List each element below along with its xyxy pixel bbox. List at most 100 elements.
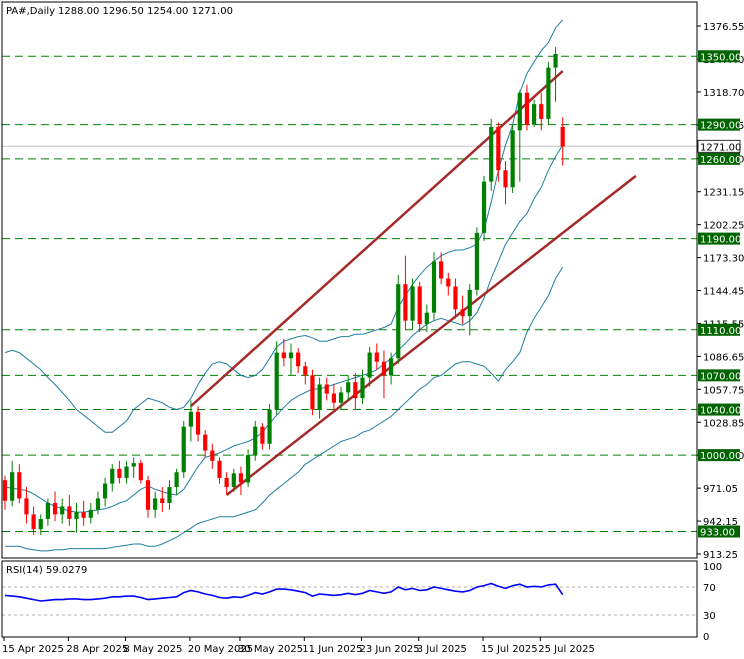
- level-label-box: [698, 50, 740, 63]
- candle-body: [24, 498, 29, 515]
- candle-body: [503, 170, 508, 188]
- candle-body: [481, 181, 487, 233]
- candle-body: [67, 506, 72, 519]
- x-axis-tick-label: 11 Jun 2025: [302, 644, 362, 655]
- current-price-label: 1271.00: [700, 142, 741, 153]
- rsi-tick-label: 100: [703, 562, 722, 573]
- candle-body: [410, 286, 415, 321]
- level-label-box: [698, 323, 740, 336]
- candle-body: [246, 455, 251, 483]
- level-label: 1260.00: [700, 155, 741, 166]
- candle-body: [60, 506, 65, 515]
- candle-body: [403, 284, 408, 321]
- candle-body: [338, 392, 344, 403]
- candle-body: [489, 126, 494, 182]
- channel-lower-line: [225, 174, 637, 497]
- candle-body: [2, 480, 8, 501]
- candle-body: [167, 487, 172, 504]
- candle-body: [381, 361, 387, 376]
- y-axis-tick-label: 1318.70: [703, 88, 744, 99]
- candle-body: [439, 261, 444, 279]
- level-label-box: [698, 118, 740, 131]
- level-label-box: [698, 449, 740, 462]
- y-axis-tick-label: 1057.75: [703, 385, 744, 396]
- candle-body: [231, 473, 236, 488]
- candle-body: [195, 411, 201, 435]
- candle-body: [210, 450, 215, 461]
- rsi-tick-label: 0: [703, 632, 709, 643]
- candle-body: [417, 286, 422, 325]
- candle-body: [88, 509, 93, 518]
- y-axis-tick-label: 1173.30: [703, 254, 744, 265]
- header-ohlc: 1288.00 1296.50 1254.00 1271.00: [58, 6, 233, 17]
- candle-body: [253, 426, 258, 456]
- candle-body: [74, 512, 79, 519]
- candle-body: [153, 498, 158, 510]
- rsi-tick-label: 70: [703, 583, 716, 594]
- level-label: 1290.00: [700, 121, 741, 132]
- candle-body: [532, 104, 537, 125]
- candle-body: [353, 382, 358, 399]
- x-axis-tick-label: 23 Jun 2025: [360, 644, 420, 655]
- channel-upper-line: [190, 70, 564, 408]
- candle-body: [453, 286, 458, 310]
- y-axis-tick-label: 1028.85: [703, 418, 744, 429]
- level-label: 1110.00: [700, 326, 741, 337]
- candle-body: [160, 498, 165, 504]
- x-axis-tick-label: 15 Jul 2025: [481, 644, 538, 655]
- level-label: 1070.00: [700, 371, 741, 382]
- candle-body: [296, 352, 301, 367]
- x-axis-tick-label: 20 May 2025: [188, 644, 253, 655]
- y-axis-tick-label: 1144.45: [703, 287, 744, 298]
- candle-body: [38, 518, 43, 530]
- candle-body: [274, 352, 279, 410]
- level-label-box: [698, 403, 740, 416]
- candle-body: [303, 366, 308, 376]
- rsi-tick-label: 30: [703, 611, 716, 622]
- y-axis-tick-label: 913.25: [703, 550, 738, 561]
- candle-body: [138, 463, 143, 481]
- candle-body: [517, 92, 522, 131]
- y-axis-tick-label: 942.15: [703, 517, 738, 528]
- candle-body: [281, 352, 286, 359]
- candle-body: [389, 358, 394, 376]
- main-pane: [2, 19, 697, 552]
- rsi-pane: [2, 582, 697, 616]
- rsi-pane-frame: [1, 560, 698, 638]
- candle-body: [117, 468, 122, 478]
- x-axis-tick-label: 8 May 2025: [124, 644, 183, 655]
- candle-body: [110, 468, 115, 484]
- candle-body: [103, 483, 108, 499]
- candle-body: [546, 67, 551, 119]
- level-label: 1000.00: [700, 451, 741, 462]
- y-axis-tick-label: 1376.55: [703, 22, 744, 33]
- candle-body: [560, 126, 565, 147]
- candle-body: [331, 393, 336, 403]
- candle-body: [131, 463, 136, 467]
- candle-body: [374, 352, 379, 362]
- candle-body: [267, 409, 272, 444]
- main-pane-frame: [1, 1, 698, 559]
- level-label: 933.00: [700, 527, 735, 538]
- candle-body: [324, 384, 329, 394]
- x-axis-tick-label: 30 May 2025: [238, 644, 303, 655]
- candle-body: [346, 382, 351, 393]
- candle-body: [288, 352, 294, 359]
- candle-body: [310, 375, 315, 410]
- rsi-line: [4, 582, 564, 602]
- candle-body: [238, 473, 244, 483]
- candle-body: [424, 312, 429, 325]
- candle-body: [510, 130, 515, 188]
- candle-body: [145, 480, 151, 510]
- x-axis-tick-label: 25 Jul 2025: [538, 644, 595, 655]
- candle-body: [188, 411, 193, 427]
- x-axis-tick-label: 3 Jul 2025: [417, 644, 467, 655]
- candle-body: [124, 466, 129, 478]
- candle-body: [174, 472, 179, 488]
- x-axis-tick-label: 15 Apr 2025: [2, 644, 64, 655]
- candle-body: [431, 261, 437, 313]
- level-label-box: [698, 152, 740, 165]
- candle-body: [446, 278, 451, 287]
- candle-body: [367, 352, 372, 378]
